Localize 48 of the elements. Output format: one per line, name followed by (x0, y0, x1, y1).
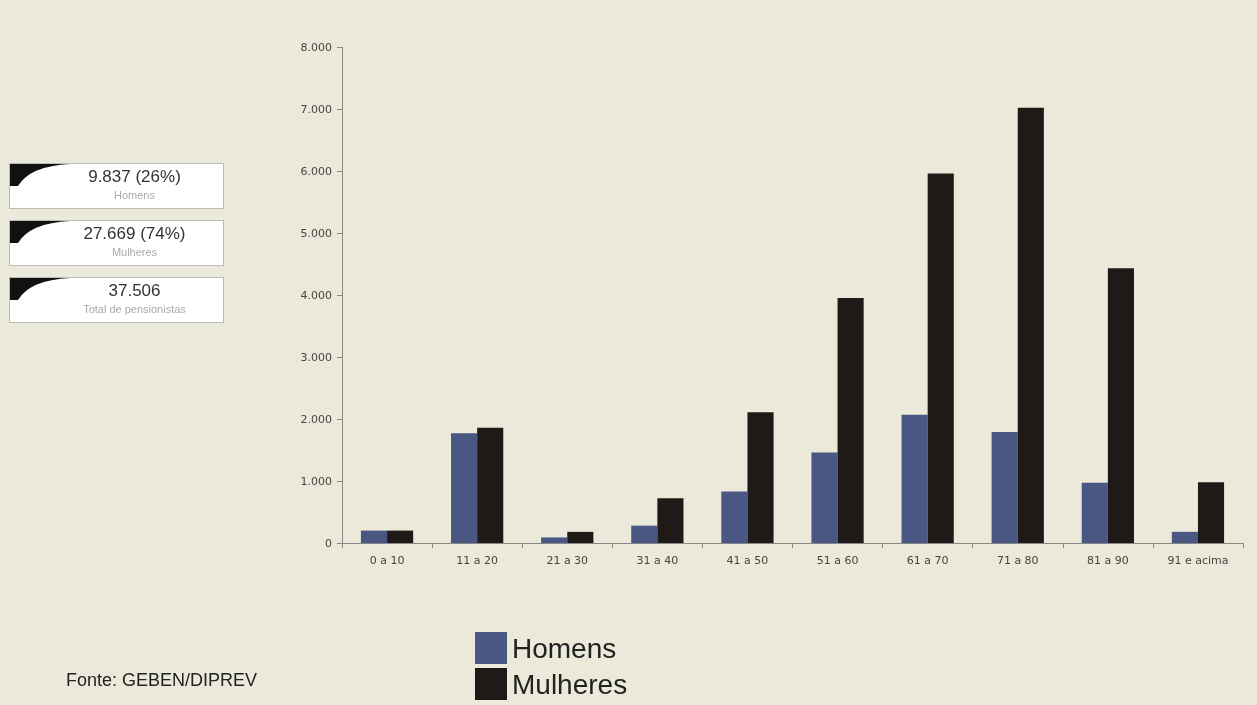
y-tick-label: 8.000 (300, 40, 332, 54)
text: Total de pensionistas (82, 302, 187, 316)
x-tick-label: 81 a 90 (1086, 554, 1129, 567)
bar (477, 427, 504, 543)
bar (451, 433, 478, 543)
x-tick-label: 0 a 10 (369, 554, 405, 567)
bar (360, 530, 388, 543)
bar (811, 452, 838, 543)
y-tick-label: 2.000 (300, 412, 332, 426)
bar (1171, 531, 1198, 543)
x-tick-label: 31 a 40 (636, 554, 679, 567)
y-tick-label: 5.000 (300, 226, 332, 240)
x-tick-label: 61 a 70 (906, 554, 949, 567)
legend-label: Homens (512, 632, 617, 664)
x-tick-label: 51 a 60 (816, 554, 859, 567)
bar (657, 498, 684, 543)
bar (991, 432, 1018, 543)
bar (1197, 482, 1225, 543)
y-tick-label: 6.000 (300, 164, 332, 178)
bar (837, 298, 864, 543)
bar (1107, 268, 1134, 543)
text: 9.837 (26%) (87, 167, 182, 187)
bar (567, 531, 594, 543)
x-tick-label: 11 a 20 (456, 554, 499, 567)
y-tick-label: 7.000 (300, 102, 332, 116)
bar (1017, 107, 1044, 543)
bar (387, 530, 414, 543)
y-tick-label: 4.000 (300, 288, 332, 302)
source-note: Fonte: GEBEN/DIPREV (66, 670, 258, 691)
text: Mulheres (110, 245, 159, 259)
bar (901, 414, 928, 543)
text: 27.669 (74%) (82, 224, 187, 244)
y-tick-label: 3.000 (300, 350, 332, 364)
y-tick-label: 1.000 (300, 474, 332, 488)
bar (1081, 482, 1108, 543)
bar (721, 491, 748, 543)
x-tick-label: 71 a 80 (996, 554, 1039, 567)
x-tick-label: 21 a 30 (546, 554, 589, 567)
bar (541, 537, 568, 543)
legend-label: Mulheres (512, 668, 628, 700)
bar (747, 412, 774, 543)
text: Homens (113, 188, 156, 202)
bar (927, 173, 954, 543)
bar (631, 525, 658, 543)
x-tick-label: 91 e acima (1167, 554, 1229, 567)
y-tick-label: 0 (325, 536, 332, 550)
text: 37.506 (107, 281, 162, 301)
x-tick-label: 41 a 50 (726, 554, 769, 567)
